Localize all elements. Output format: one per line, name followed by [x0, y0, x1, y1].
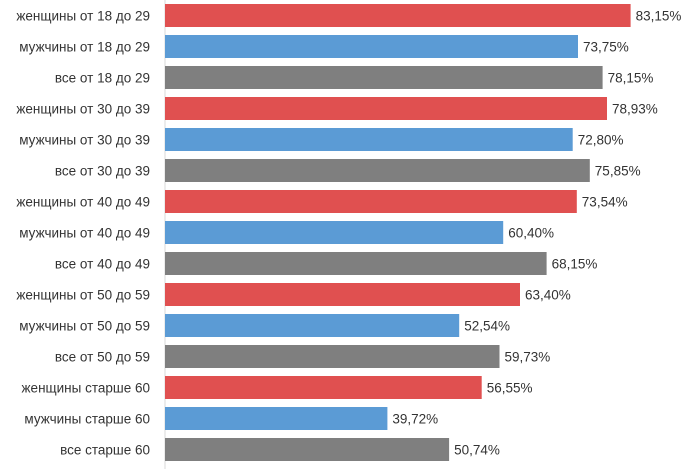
category-label: женщины старше 60 [22, 381, 150, 396]
bar-men [165, 314, 460, 337]
bar-all [165, 345, 500, 368]
category-label: женщины от 30 до 39 [16, 102, 150, 117]
bar-women [165, 376, 482, 399]
data-label: 59,73% [505, 350, 551, 365]
category-label: мужчины от 30 до 39 [19, 133, 150, 148]
bar-men [165, 128, 573, 151]
data-label: 72,80% [578, 133, 624, 148]
data-label: 52,54% [464, 319, 510, 334]
data-label: 39,72% [392, 412, 438, 427]
category-label: все старше 60 [60, 443, 150, 458]
data-label: 78,15% [608, 71, 654, 86]
data-label: 75,85% [595, 164, 641, 179]
data-label: 60,40% [508, 226, 554, 241]
category-labels-group: женщины от 18 до 29 мужчины от 18 до 29 вс… [16, 9, 150, 458]
value-labels-group: 83,15% 73,75% 78,15% 78,93% 72,80% 75,85% 73,5… [392, 9, 681, 458]
category-label: женщины от 50 до 59 [16, 288, 150, 303]
bars-group [165, 4, 631, 461]
category-label: все от 40 до 49 [55, 257, 150, 272]
data-label: 56,55% [487, 381, 533, 396]
bar-men [165, 407, 388, 430]
bar-all [165, 159, 590, 182]
category-label: женщины от 40 до 49 [16, 195, 150, 210]
data-label: 83,15% [636, 9, 682, 24]
category-label: мужчины от 50 до 59 [19, 319, 150, 334]
data-label: 68,15% [552, 257, 598, 272]
bar-all [165, 66, 603, 89]
category-label: все от 50 до 59 [55, 350, 150, 365]
bar-women [165, 190, 577, 213]
data-label: 78,93% [612, 102, 658, 117]
category-label: мужчины старше 60 [24, 412, 150, 427]
bar-women [165, 283, 520, 306]
category-label: все от 18 до 29 [55, 71, 150, 86]
bar-men [165, 35, 578, 58]
bar-all [165, 438, 450, 461]
bar-women [165, 4, 631, 27]
data-label: 73,75% [583, 40, 629, 55]
category-label: мужчины от 40 до 49 [19, 226, 150, 241]
bar-women [165, 97, 607, 120]
bar-men [165, 221, 504, 244]
data-label: 50,74% [454, 443, 500, 458]
category-label: мужчины от 18 до 29 [19, 40, 150, 55]
data-label: 73,54% [582, 195, 628, 210]
bar-all [165, 252, 547, 275]
data-label: 63,40% [525, 288, 571, 303]
category-label: женщины от 18 до 29 [16, 9, 150, 24]
category-label: все от 30 до 39 [55, 164, 150, 179]
